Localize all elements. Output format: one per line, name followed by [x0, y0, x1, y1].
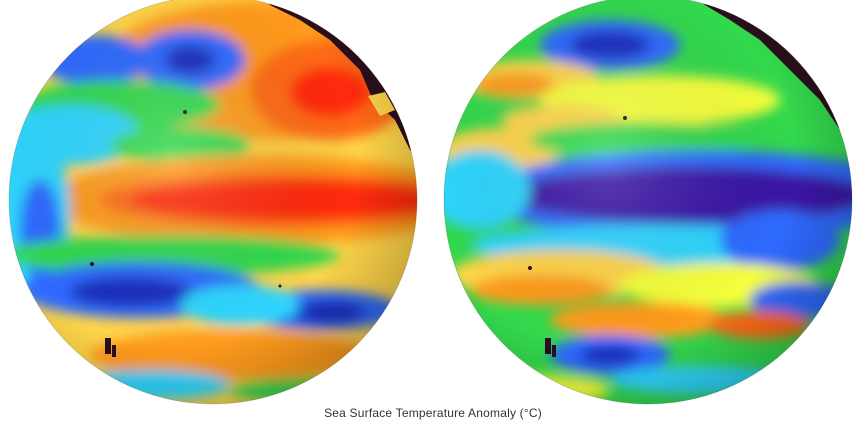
- figure-caption: Sea Surface Temperature Anomaly (°C): [324, 406, 542, 420]
- globe-cool-anomaly: [444, 0, 852, 404]
- globe-warm-anomaly: [9, 0, 417, 404]
